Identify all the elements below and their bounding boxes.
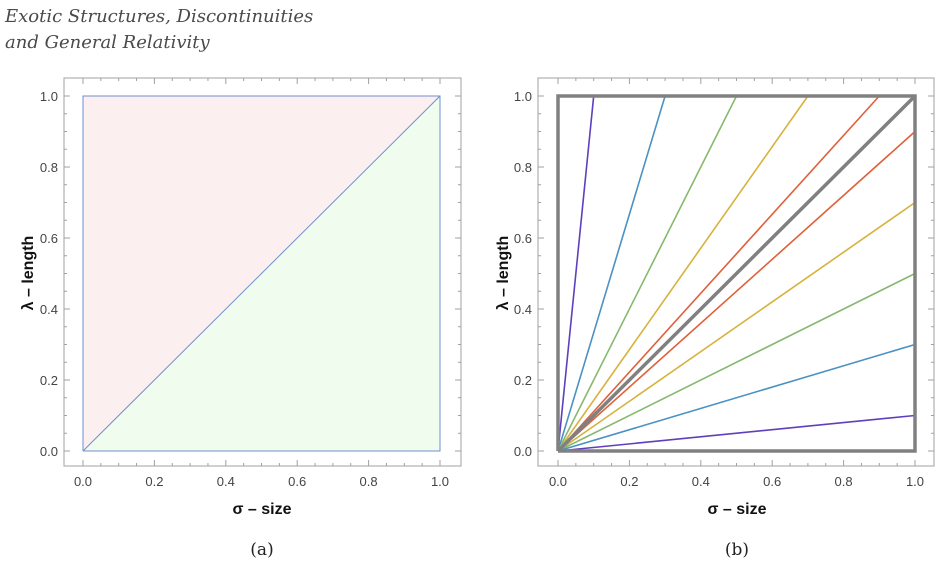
chart-b-xtick-label: 0.2 (620, 474, 638, 489)
chart-b-ray-9 (557, 414, 916, 452)
chart-b-xtick-label: 0.8 (835, 474, 853, 489)
chart-a-ytick-label: 0.0 (40, 444, 58, 459)
chart-a-caption: (a) (250, 540, 273, 560)
chart-b-ray-8 (557, 343, 916, 452)
chart-a-xlabel: σ – size (233, 501, 292, 518)
chart-b-ytick-label: 0.2 (514, 373, 532, 388)
chart-b-ytick-label: 1.0 (514, 89, 532, 104)
chart-b-ray-5 (557, 130, 916, 452)
chart-a-ytick-label: 0.4 (40, 302, 58, 317)
chart-b-caption: (b) (725, 540, 749, 560)
chart-a-xtick-label: 0.2 (145, 474, 163, 489)
chart-b-xtick-label: 0.6 (763, 474, 781, 489)
chart-b-xlabel: σ – size (708, 501, 767, 518)
chart-b-ytick-label: 0.6 (514, 231, 532, 246)
chart-b-ytick-label: 0.0 (514, 444, 532, 459)
chart-b-xtick-label: 0.4 (692, 474, 710, 489)
chart-a-xtick-label: 0.0 (74, 474, 92, 489)
chart-b-ray-7 (557, 272, 916, 452)
chart-b-ray-1 (557, 95, 666, 452)
document-header: Exotic Structures, Discontinuities and G… (5, 4, 313, 56)
chart-a-ytick-label: 0.8 (40, 160, 58, 175)
chart-a-ytick-label: 0.6 (40, 231, 58, 246)
chart-b-ray-0 (557, 95, 595, 452)
chart-a-frame (63, 77, 462, 467)
chart-a-ytick-label: 1.0 (40, 89, 58, 104)
chart-a-diagonal (82, 95, 441, 452)
chart-b-xtick-label: 0.0 (549, 474, 567, 489)
chart-a-xtick-label: 0.6 (288, 474, 306, 489)
chart-b-diagonal (556, 94, 917, 453)
chart-b-ray-2 (557, 95, 738, 452)
chart-b-xtick-label: 1.0 (906, 474, 924, 489)
chart-b-ray-3 (557, 95, 809, 452)
chart-b-ytick-label: 0.4 (514, 302, 532, 317)
header-line-1: Exotic Structures, Discontinuities (5, 6, 314, 27)
header-line-2: and General Relativity (5, 32, 210, 53)
chart-b-ray-6 (557, 201, 916, 452)
chart-a-xtick-label: 1.0 (431, 474, 449, 489)
chart-b-ylabel: λ – length (495, 236, 512, 311)
chart-a-xtick-label: 0.4 (217, 474, 235, 489)
chart-a-ylabel: λ – length (20, 236, 37, 311)
chart-a-ytick-label: 0.2 (40, 373, 58, 388)
chart-b-ytick-label: 0.8 (514, 160, 532, 175)
chart-b-ray-4 (557, 95, 880, 452)
chart-a-xtick-label: 0.8 (360, 474, 378, 489)
